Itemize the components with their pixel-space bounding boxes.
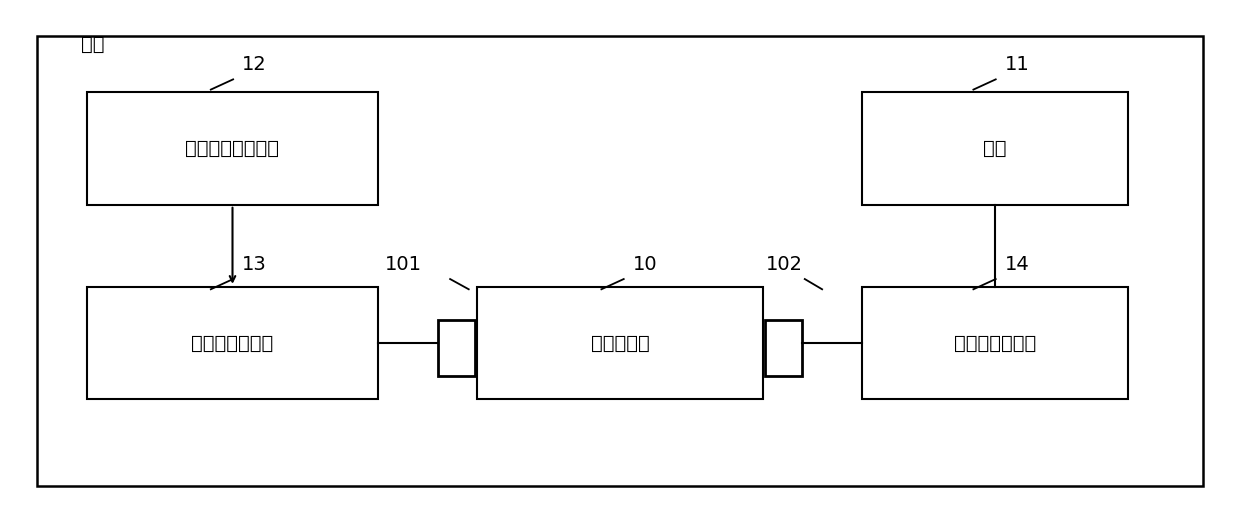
Text: 第二电池连接器: 第二电池连接器 <box>954 333 1037 353</box>
Text: 第一电池连接器: 第一电池连接器 <box>191 333 274 353</box>
Text: 通用串行总线接口: 通用串行总线接口 <box>186 139 279 158</box>
Text: 11: 11 <box>1004 55 1029 74</box>
Text: 14: 14 <box>1004 255 1029 274</box>
Bar <box>862 92 1128 205</box>
Text: 12: 12 <box>242 55 267 74</box>
Bar <box>765 320 802 376</box>
Text: 101: 101 <box>384 255 422 274</box>
Bar <box>862 287 1128 399</box>
Bar <box>87 92 378 205</box>
Text: 102: 102 <box>766 255 804 274</box>
Text: 主板: 主板 <box>983 139 1007 158</box>
Bar <box>37 36 1203 486</box>
Text: 10: 10 <box>632 255 657 274</box>
Bar <box>87 287 378 399</box>
Bar <box>477 287 763 399</box>
Text: 终端: 终端 <box>81 35 104 54</box>
Text: 双接口电池: 双接口电池 <box>590 333 650 353</box>
Text: 13: 13 <box>242 255 267 274</box>
Bar <box>438 320 475 376</box>
